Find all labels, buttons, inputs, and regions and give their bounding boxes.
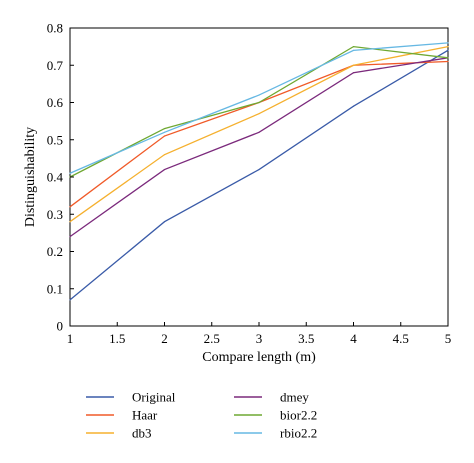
data-point <box>447 60 449 63</box>
x-tick-label: 5 <box>445 331 452 346</box>
data-point <box>163 154 166 156</box>
data-point <box>163 135 166 137</box>
data-point <box>352 49 355 51</box>
x-tick-label: 1.5 <box>109 331 125 346</box>
x-tick-label: 1 <box>67 331 74 346</box>
plot-area <box>69 27 449 327</box>
data-point <box>258 94 260 96</box>
legend-label-rbio2-2: rbio2.2 <box>280 426 317 441</box>
data-point <box>447 42 449 44</box>
y-tick-label: 0.2 <box>47 244 63 259</box>
legend-label-dmey: dmey <box>280 390 309 405</box>
y-tick-label: 0.7 <box>47 58 64 73</box>
x-tick-label: 3 <box>256 331 263 346</box>
y-tick-label: 0.3 <box>47 207 63 222</box>
data-point <box>69 172 71 174</box>
data-point <box>352 46 355 48</box>
data-point <box>163 168 166 171</box>
y-tick-label: 0.4 <box>47 170 64 185</box>
y-axis-title: Distinguishability <box>23 127 38 227</box>
axes: 1 1.5 2 2.5 3 3.5 4 4.5 5 0 0.1 0.2 0.3 0.4 0.5 0.6 0.7 0… <box>47 21 452 347</box>
data-point <box>69 221 71 223</box>
y-tick-label: 0.8 <box>47 21 63 36</box>
series-line-db3 <box>69 45 449 223</box>
data-point <box>163 131 166 133</box>
y-tick-label: 0 <box>57 319 64 334</box>
data-point <box>163 221 166 223</box>
data-point <box>69 206 71 208</box>
data-point <box>352 72 355 74</box>
legend: Original Haar db3 dmey bior2.2 rbio2.2 <box>86 390 317 441</box>
series-layer <box>69 42 449 301</box>
legend-label-original: Original <box>132 390 176 405</box>
data-point <box>69 236 71 238</box>
data-point <box>447 49 449 51</box>
x-tick-label: 4 <box>350 331 357 346</box>
series-line-rbio2-2 <box>69 42 449 174</box>
x-tick-label: 3.5 <box>298 331 314 346</box>
series-line-original <box>69 49 449 301</box>
data-point <box>447 46 449 48</box>
data-point <box>258 131 260 133</box>
x-tick-label: 4.5 <box>393 331 409 346</box>
y-tick-label: 0.6 <box>47 95 64 110</box>
x-axis-title: Compare length (m) <box>202 350 316 365</box>
data-point <box>163 127 166 130</box>
x-tick-label: 2 <box>161 331 168 346</box>
data-point <box>447 57 449 59</box>
data-point <box>69 299 71 301</box>
data-point <box>258 168 260 171</box>
plot-frame <box>69 27 449 327</box>
y-tick-label: 0.5 <box>47 132 63 147</box>
y-tick-label: 0.1 <box>47 281 63 296</box>
data-point <box>352 64 355 66</box>
legend-label-bior2-2: bior2.2 <box>280 408 317 423</box>
data-point <box>258 101 260 104</box>
x-tick-label: 2.5 <box>204 331 220 346</box>
data-point <box>352 105 355 107</box>
legend-label-haar: Haar <box>132 408 158 423</box>
legend-label-db3: db3 <box>132 426 152 441</box>
data-point <box>258 113 260 115</box>
